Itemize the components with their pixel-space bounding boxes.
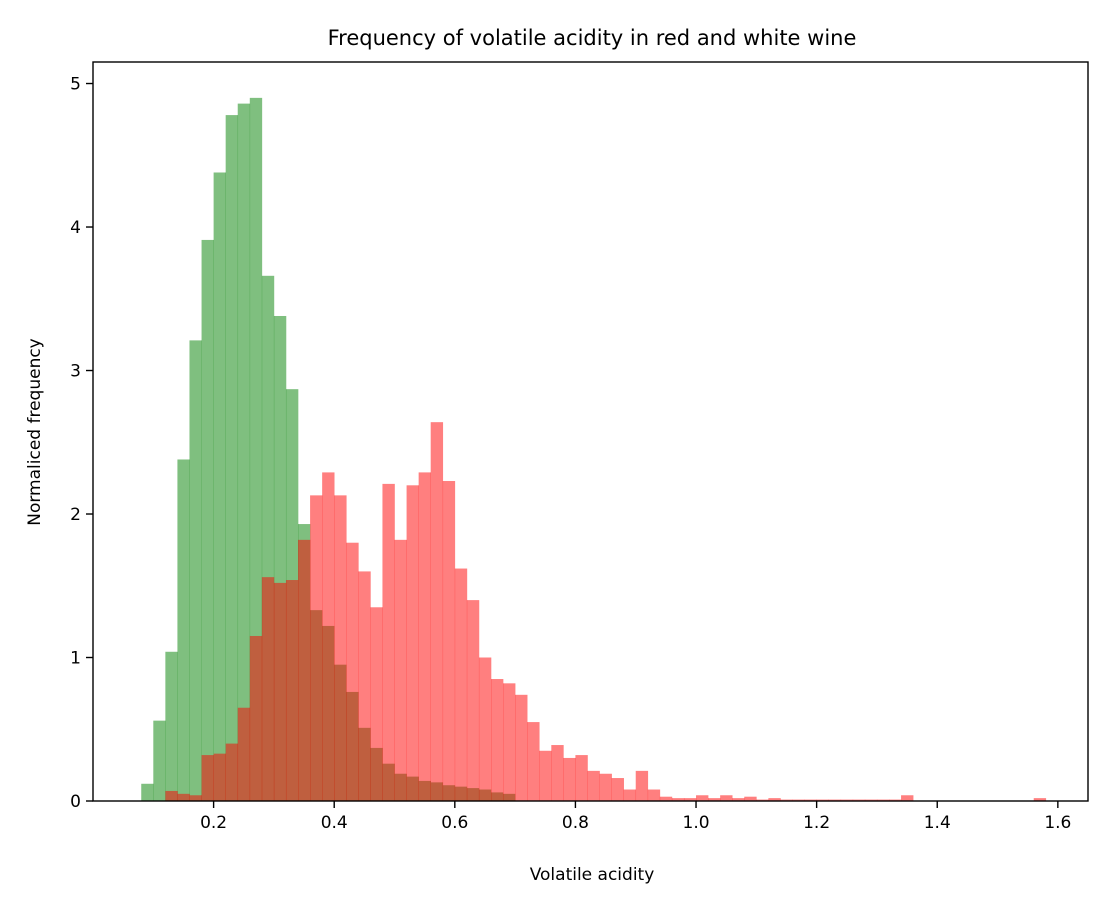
- histogram-bar: [889, 799, 902, 801]
- histogram-bar: [852, 799, 866, 801]
- histogram-bar: [491, 679, 504, 801]
- histogram-bar: [189, 795, 202, 801]
- histogram-bar: [901, 795, 914, 801]
- histogram-bar: [141, 783, 154, 801]
- y-tick-label: 5: [70, 75, 81, 95]
- histogram-bar: [575, 755, 588, 801]
- x-tick-label: 1.4: [924, 813, 951, 833]
- histogram-bar: [539, 750, 552, 801]
- histogram-bar: [201, 755, 214, 801]
- histogram-bar: [503, 683, 516, 801]
- histogram-bar: [237, 707, 251, 801]
- histogram-bar: [201, 239, 214, 801]
- x-tick-label: 1.6: [1044, 813, 1071, 833]
- x-tick-label: 0.2: [200, 813, 227, 833]
- histogram-bar: [225, 743, 239, 801]
- x-tick-label: 1.2: [803, 813, 830, 833]
- x-axis-label: Volatile acidity: [530, 865, 655, 885]
- histogram-bar: [732, 798, 745, 801]
- histogram-bar: [466, 600, 480, 801]
- histogram-bar: [563, 757, 576, 801]
- histogram-bar: [647, 789, 661, 801]
- histogram-bar: [346, 542, 359, 801]
- histogram-bar: [394, 539, 407, 801]
- histogram-bar: [225, 115, 239, 802]
- y-tick-label: 1: [70, 649, 81, 669]
- histogram-bar: [708, 798, 721, 801]
- histogram-bar: [671, 798, 685, 801]
- histogram-bar: [876, 799, 890, 801]
- histogram-bar: [310, 495, 323, 801]
- histogram-bar: [273, 582, 287, 801]
- histogram-bar: [406, 485, 419, 801]
- histogram-bar: [780, 799, 793, 801]
- histogram-bar: [322, 472, 335, 801]
- series-1: [165, 422, 1047, 801]
- histogram-bar: [249, 635, 263, 801]
- y-axis-ticks: 0 1 2 3 4 5: [70, 75, 93, 812]
- histogram-bar: [237, 103, 251, 802]
- y-axis-label: Normaliced frequency: [25, 338, 45, 526]
- x-tick-label: 0.8: [562, 813, 589, 833]
- y-tick-label: 2: [70, 505, 81, 525]
- histogram-bar: [177, 793, 190, 801]
- histogram-bar: [165, 651, 178, 801]
- histogram-bar: [816, 799, 829, 801]
- histogram-bar: [454, 568, 468, 801]
- histogram-bar: [370, 607, 383, 801]
- plot-bars: [141, 97, 1047, 802]
- y-tick-label: 4: [70, 218, 81, 238]
- histogram-bar: [635, 770, 649, 801]
- histogram-bar: [1033, 798, 1047, 801]
- histogram-bar: [828, 799, 842, 801]
- histogram-bar: [744, 796, 757, 801]
- histogram-bar: [611, 778, 624, 801]
- histogram-bar: [768, 798, 781, 801]
- histogram-bar: [430, 422, 444, 801]
- histogram-bar: [189, 340, 202, 801]
- y-tick-label: 0: [70, 792, 81, 812]
- histogram-bar: [334, 495, 347, 801]
- histogram-bar: [213, 172, 226, 802]
- histogram-bar: [804, 799, 817, 801]
- histogram-bar: [298, 539, 311, 801]
- histogram-bar: [285, 580, 299, 801]
- histogram-bar: [659, 796, 673, 801]
- histogram-bar: [442, 481, 456, 801]
- histogram-bar: [358, 571, 371, 801]
- histogram-bar: [864, 799, 878, 801]
- chart-title: Frequency of volatile acidity in red and…: [328, 26, 857, 50]
- histogram-bar: [418, 472, 431, 801]
- histogram-bar: [249, 97, 263, 802]
- histogram-bar: [165, 790, 178, 801]
- histogram-bar: [599, 773, 612, 801]
- histogram-bar: [587, 770, 600, 801]
- x-axis-ticks: 0.2 0.4 0.6 0.8 1.0 1.2 1.4 1.6: [200, 801, 1071, 833]
- histogram-bar: [261, 577, 275, 801]
- histogram-bar: [478, 657, 492, 801]
- histogram-bar: [382, 483, 395, 801]
- x-tick-label: 1.0: [683, 813, 710, 833]
- histogram-bar: [683, 798, 697, 801]
- histogram-bar: [696, 795, 709, 801]
- histogram-bar: [515, 694, 528, 801]
- x-tick-label: 0.6: [441, 813, 468, 833]
- histogram-bar: [756, 799, 769, 801]
- x-tick-label: 0.4: [321, 813, 348, 833]
- histogram-bar: [720, 795, 733, 801]
- histogram-bar: [527, 722, 540, 801]
- histogram-bar: [153, 720, 166, 801]
- histogram-bar: [792, 799, 805, 801]
- histogram-bar: [213, 753, 226, 801]
- histogram-bar: [623, 789, 637, 801]
- y-tick-label: 3: [70, 362, 81, 382]
- histogram-bar: [840, 799, 854, 801]
- histogram-bar: [551, 745, 564, 801]
- plot-frame: [92, 61, 1089, 802]
- histogram-bar: [177, 459, 190, 801]
